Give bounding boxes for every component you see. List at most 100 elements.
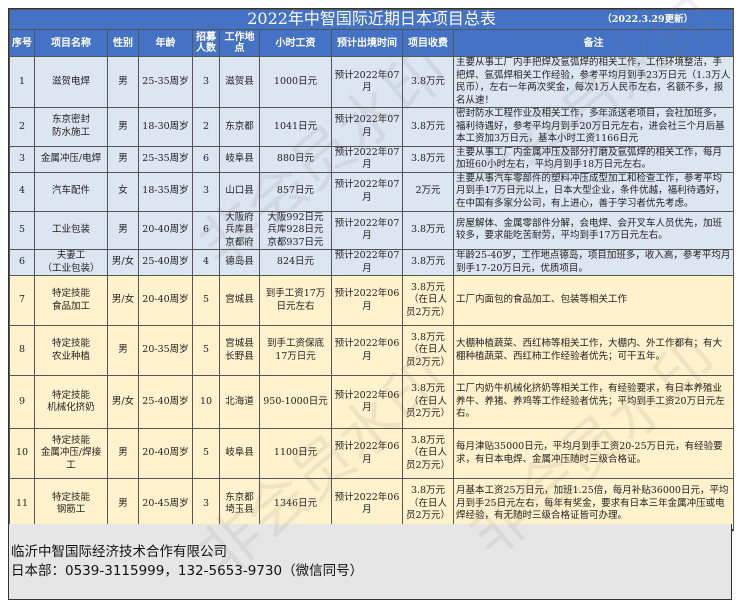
cell-note: 工厂内面包的食品加工、包装等相关工作 xyxy=(452,275,735,326)
cell-no: 4 xyxy=(9,171,35,212)
cell-note: 房屋解体、金属零部件分解，会电焊、会开叉车人员优先，加班较多，要求能吃苦耐劳，平… xyxy=(452,210,735,250)
cell-depart: 预计2022年07月 xyxy=(331,210,403,250)
cell-count: 4 xyxy=(192,249,220,276)
title-row: 2022年中智国际近期日本项目总表 （2022.3.29更新） xyxy=(8,9,735,30)
cell-count: 10 xyxy=(192,375,220,429)
cell-location: 岐阜县 xyxy=(219,428,260,479)
cell-location: 东京都 xyxy=(219,107,260,147)
cell-depart: 预计2022年06月 xyxy=(331,478,403,530)
cell-wage: 857日元 xyxy=(259,171,332,212)
cell-note: 年龄25-40岁，工作地点德岛，项目加班多，收入高，参考平均月到手17-20万日… xyxy=(452,249,735,276)
cell-age: 25-40周岁 xyxy=(138,375,193,429)
header-row: 序号 项目名称 性别 年龄 招募人数 工作地点 小时工资 预计出境时间 项目收费 备注 xyxy=(9,29,735,57)
cell-no: 7 xyxy=(9,275,35,326)
cell-no: 3 xyxy=(9,145,35,173)
cell-location: 滋贺县 xyxy=(219,56,260,108)
updated-date: （2022.3.29更新） xyxy=(602,14,694,25)
header-name: 项目名称 xyxy=(34,29,108,57)
cell-gender: 男 xyxy=(107,478,139,530)
table-row: 8 特定技能 农业种植男 20-35周岁 5 宫城县 长野县 到手工资保底 17万日元 预计… xyxy=(9,325,735,376)
cell-name: 金属冲压/电焊 xyxy=(34,145,108,173)
cell-depart: 预计2022年07月 xyxy=(331,249,403,276)
cell-fee: 3.8万元（在日人员2万元） xyxy=(402,428,454,479)
cell-age: 18-30周岁 xyxy=(138,107,193,147)
cell-gender: 男 xyxy=(107,210,139,250)
table-row: 4 汽车配件女 18-35周岁 3 山口县 857日元 预计2022年07月 2万元 主要从事汽… xyxy=(9,171,735,212)
cell-name: 特定技能 机械化挤奶 xyxy=(34,375,108,429)
cell-age: 20-45周岁 xyxy=(138,478,193,530)
cell-location: 山口县 xyxy=(219,171,260,212)
cell-location: 岐阜县 xyxy=(219,145,260,173)
project-table: 2022年中智国际近期日本项目总表 （2022.3.29更新） 序号 项目名称 性别年… xyxy=(8,9,735,530)
cell-no: 1 xyxy=(9,56,35,108)
cell-note: 大棚种植蔬菜、西红柿等相关工作，大棚内、外工作都有；有大棚种植蔬菜、西红柿工作经… xyxy=(452,325,735,376)
cell-location: 大阪府 兵库县 京都府 xyxy=(219,210,260,250)
cell-fee: 3.8万元（在日人员2万元） xyxy=(402,478,454,530)
cell-fee: 3.8万元（在日人员2万元） xyxy=(402,275,454,326)
cell-count: 3 xyxy=(192,56,220,108)
header-location: 工作地点 xyxy=(219,29,260,57)
cell-wage: 1100日元 xyxy=(259,428,332,479)
cell-age: 25-35周岁 xyxy=(138,145,193,173)
cell-age: 25-35周岁 xyxy=(138,56,193,108)
cell-no: 9 xyxy=(9,375,35,429)
cell-name: 特定技能 农业种植 xyxy=(34,325,108,376)
cell-depart: 预计2022年07月 xyxy=(331,56,403,108)
cell-name: 汽车配件 xyxy=(34,171,108,212)
page-title: 2022年中智国际近期日本项目总表 xyxy=(247,9,496,29)
cell-count: 5 xyxy=(192,428,220,479)
cell-location: 德岛县 xyxy=(219,249,260,276)
cell-name: 东京密封 防水施工 xyxy=(34,107,108,147)
cell-wage: 1000日元 xyxy=(259,56,332,108)
cell-no: 11 xyxy=(9,478,35,530)
cell-depart: 预计2022年07月 xyxy=(331,145,403,173)
table-row: 3 金属冲压/电焊男 25-35周岁 6 岐阜县 880日元 预计2022年07月 3.8万元… xyxy=(9,145,735,173)
cell-count: 5 xyxy=(192,275,220,326)
cell-wage: 1041日元 xyxy=(259,107,332,147)
header-note: 备注 xyxy=(452,29,735,57)
cell-age: 20-35周岁 xyxy=(138,325,193,376)
table-row: 6 夫妻工 （工业包装） 男/女 25-40周岁 4 德岛县 824日元 预计2022年07月… xyxy=(9,249,735,276)
cell-wage: 880日元 xyxy=(259,145,332,173)
cell-depart: 预计2022年06月 xyxy=(331,375,403,429)
cell-count: 6 xyxy=(192,145,220,173)
table-row: 11 特定技能 钢筋工男 20-45周岁 3 东京都 埼玉县 1346日元 预计2022年0… xyxy=(9,478,735,530)
cell-note: 主要从事工厂内金属冲压及部分打磨及氩弧焊的相关工作，每月加班60小时左右，平均月… xyxy=(452,145,735,173)
cell-fee: 3.8万元（在日人员2万元） xyxy=(402,375,454,429)
cell-count: 5 xyxy=(192,325,220,376)
cell-gender: 女 xyxy=(107,171,139,212)
cell-gender: 男/女 xyxy=(107,375,139,429)
cell-depart: 预计2022年07月 xyxy=(331,171,403,212)
header-count: 招募人数 xyxy=(192,29,220,57)
cell-name: 特定技能 金属冲压/焊接 工 xyxy=(34,428,108,479)
cell-count: 6 xyxy=(192,210,220,250)
cell-gender: 男 xyxy=(107,145,139,173)
header-wage: 小时工资 xyxy=(259,29,332,57)
cell-note: 每月津贴35000日元，平均月到手工资20-25万日元，有经验要求，有日本电焊、… xyxy=(452,428,735,479)
cell-gender: 男 xyxy=(107,325,139,376)
cell-depart: 预计2022年06月 xyxy=(331,428,403,479)
table-row: 2 东京密封 防水施工男 18-30周岁 2 东京都 1041日元 预计2022年07月 3.… xyxy=(9,107,735,147)
cell-no: 2 xyxy=(9,107,35,147)
cell-gender: 男/女 xyxy=(107,275,139,326)
table-row: 7 特定技能 食品加工 男/女 20-40周岁 5 宫城县 到手工资17万 日元左右 预计20… xyxy=(9,275,735,326)
cell-gender: 男 xyxy=(107,56,139,108)
cell-no: 10 xyxy=(9,428,35,479)
cell-note: 密封防水工程作业及相关工作，多年派送老项目，会社加班多，福利待遇好，参考平均月到… xyxy=(452,107,735,147)
header-no: 序号 xyxy=(9,29,35,57)
company-name: 临沂中智国际经济技术合作有限公司 xyxy=(11,544,227,560)
project-table-sheet: 2022年中智国际近期日本项目总表 （2022.3.29更新） 序号 项目名称 性别年… xyxy=(8,8,735,531)
cell-wage: 950-1000日元 xyxy=(259,375,332,429)
cell-no: 8 xyxy=(9,325,35,376)
cell-age: 18-35周岁 xyxy=(138,171,193,212)
cell-depart: 预计2022年06月 xyxy=(331,325,403,376)
cell-count: 2 xyxy=(192,107,220,147)
header-fee: 项目收费 xyxy=(402,29,454,57)
table-row: 1 滋贺电焊男 25-35周岁 3 滋贺县 1000日元 预计2022年07月 3.8万元 主要… xyxy=(9,56,735,108)
cell-fee: 3.8万元 xyxy=(402,210,454,250)
cell-age: 25-40周岁 xyxy=(138,249,193,276)
cell-fee: 3.8万元（在日人员2万元） xyxy=(402,325,454,376)
cell-count: 3 xyxy=(192,171,220,212)
cell-wage: 到手工资17万 日元左右 xyxy=(259,275,332,326)
table-row: 10 特定技能 金属冲压/焊接 工男 20-40周岁 5 岐阜县 1100日元 预计2022… xyxy=(9,428,735,479)
